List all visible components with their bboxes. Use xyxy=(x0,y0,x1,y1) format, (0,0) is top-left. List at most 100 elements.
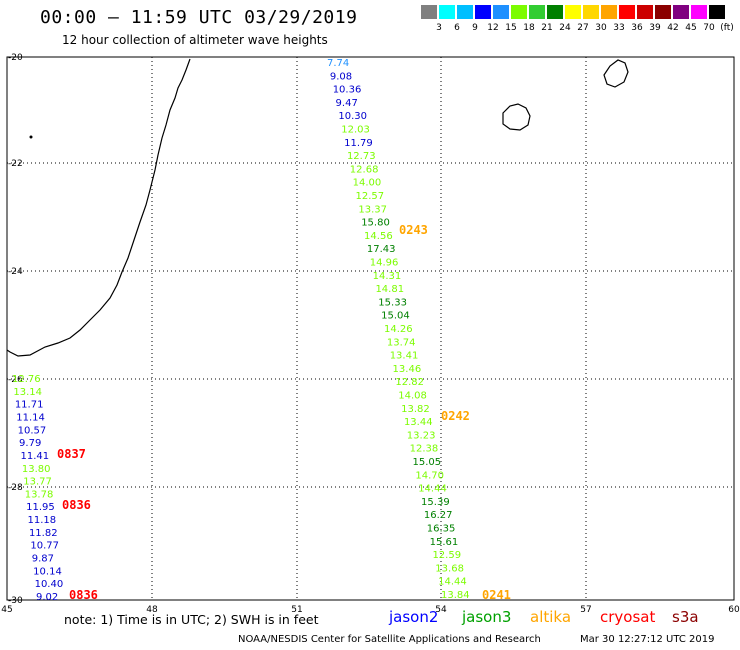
scale-swatch xyxy=(565,5,581,19)
pass-time-label: 0837 xyxy=(57,447,86,461)
wave-height-value: 12.68 xyxy=(350,164,379,175)
lon-tick-label: 57 xyxy=(580,605,591,615)
scale-swatch xyxy=(421,5,437,19)
wave-height-value: 10.77 xyxy=(30,541,59,552)
map-subtitle: 12 hour collection of altimeter wave hei… xyxy=(62,33,328,47)
scale-swatch xyxy=(457,5,473,19)
lon-tick-label: 60 xyxy=(728,605,740,615)
pass-time-label: 0836 xyxy=(69,588,98,602)
lon-tick-label: 51 xyxy=(291,605,302,615)
wave-height-value: 12.03 xyxy=(341,125,370,136)
legend-item-altika: altika xyxy=(530,608,572,626)
mauritius-island xyxy=(603,59,629,88)
scale-swatch xyxy=(673,5,689,19)
wave-height-value: 14.56 xyxy=(364,231,393,242)
wave-height-value: 13.80 xyxy=(22,464,51,475)
wave-height-value: 14.08 xyxy=(398,391,427,402)
wave-height-value: 12.73 xyxy=(347,151,376,162)
wave-height-value: 11.41 xyxy=(20,451,49,462)
wave-height-value: 10.14 xyxy=(33,566,62,577)
scale-swatch xyxy=(691,5,707,19)
scale-swatch xyxy=(547,5,563,19)
wave-height-value: 12.57 xyxy=(356,191,385,202)
scale-tick-label: 45 xyxy=(685,23,697,33)
pass-time-label: 0242 xyxy=(441,409,470,423)
wave-height-value: 14.31 xyxy=(373,271,402,282)
legend-item-jason3: jason3 xyxy=(462,608,512,626)
reunion-island xyxy=(502,103,531,131)
wave-height-value: 14.70 xyxy=(415,470,444,481)
footer-note: note: 1) Time is in UTC; 2) SWH is in fe… xyxy=(64,612,319,627)
pass-time-label: 0243 xyxy=(399,223,428,237)
wave-height-value: 13.68 xyxy=(435,563,464,574)
wave-height-value: 7.74 xyxy=(327,58,349,69)
wave-height-value: 9.02 xyxy=(36,592,58,603)
lon-tick-label: 54 xyxy=(435,605,447,615)
scale-tick-label: 33 xyxy=(613,23,625,33)
wave-height-value: 14.00 xyxy=(353,178,382,189)
scale-swatch xyxy=(601,5,617,19)
wave-height-value: 9.08 xyxy=(330,71,352,82)
wave-height-value: 11.71 xyxy=(15,400,44,411)
scale-swatch xyxy=(475,5,491,19)
wave-height-value: 15.04 xyxy=(381,311,410,322)
wave-height-value: 13.84 xyxy=(441,590,470,601)
scale-swatch xyxy=(709,5,725,19)
generation-timestamp: Mar 30 12:27:12 UTC 2019 xyxy=(580,634,715,645)
islet xyxy=(29,135,33,139)
lat-tick-label: -28 xyxy=(8,483,23,493)
scale-tick-label: 42 xyxy=(667,23,679,33)
wave-height-value: 12.59 xyxy=(432,550,461,561)
wave-height-value: 15.33 xyxy=(378,297,407,308)
scale-tick-label: 12 xyxy=(487,23,499,33)
pass-time-label: 0836 xyxy=(62,498,91,512)
wave-height-value: 12.76 xyxy=(12,374,41,385)
wave-height-value: 15.39 xyxy=(421,497,450,508)
wave-height-value: 15.61 xyxy=(430,537,459,548)
wave-height-value: 11.82 xyxy=(29,528,58,539)
wave-height-value: 13.44 xyxy=(404,417,433,428)
scale-swatch xyxy=(439,5,455,19)
lat-tick-label: -30 xyxy=(8,596,23,606)
legend-item-s3a: s3a xyxy=(672,608,699,626)
wave-height-value: 16.27 xyxy=(424,510,453,521)
wave-height-value: 10.36 xyxy=(333,85,362,96)
scale-swatch xyxy=(619,5,635,19)
wave-height-value: 10.40 xyxy=(35,579,64,590)
wave-height-value: 13.74 xyxy=(387,337,416,348)
scale-tick-label: 30 xyxy=(595,23,607,33)
scale-tick-label: 36 xyxy=(631,23,643,33)
credit-text: NOAA/NESDIS Center for Satellite Applica… xyxy=(238,634,541,645)
scale-tick-label: 27 xyxy=(577,23,589,33)
wave-height-value: 17.43 xyxy=(367,244,396,255)
wave-height-value: 13.77 xyxy=(23,477,52,488)
scale-swatch xyxy=(511,5,527,19)
wave-height-value: 14.81 xyxy=(375,284,404,295)
wave-height-value: 13.37 xyxy=(358,204,387,215)
scale-swatch xyxy=(637,5,653,19)
wave-height-value: 15.80 xyxy=(361,218,390,229)
wave-height-value: 9.87 xyxy=(32,554,54,565)
lat-tick-label: -22 xyxy=(8,159,23,169)
wave-height-value: 13.23 xyxy=(407,430,436,441)
wave-height-value: 9.47 xyxy=(336,98,358,109)
wave-height-value: 10.57 xyxy=(18,425,47,436)
wave-height-value: 13.82 xyxy=(401,404,430,415)
wave-height-value: 14.44 xyxy=(438,577,467,588)
scale-swatch xyxy=(529,5,545,19)
scale-swatch xyxy=(583,5,599,19)
wave-height-value: 10.30 xyxy=(338,111,367,122)
wave-height-value: 14.44 xyxy=(418,484,447,495)
wave-height-value: 16.35 xyxy=(427,524,456,535)
wave-height-value: 13.46 xyxy=(393,364,422,375)
wave-height-value: 13.78 xyxy=(25,489,54,500)
scale-tick-label: 3 xyxy=(436,23,442,33)
wave-height-value: 15.05 xyxy=(413,457,442,468)
scale-tick-label: 21 xyxy=(541,23,553,33)
wave-height-value: 12.82 xyxy=(395,377,424,388)
wave-height-value: 14.96 xyxy=(370,258,399,269)
wave-height-value: 11.79 xyxy=(344,138,373,149)
lat-tick-label: -20 xyxy=(8,53,23,63)
wave-height-value: 11.14 xyxy=(16,412,45,423)
madagascar-coastline xyxy=(6,58,191,357)
